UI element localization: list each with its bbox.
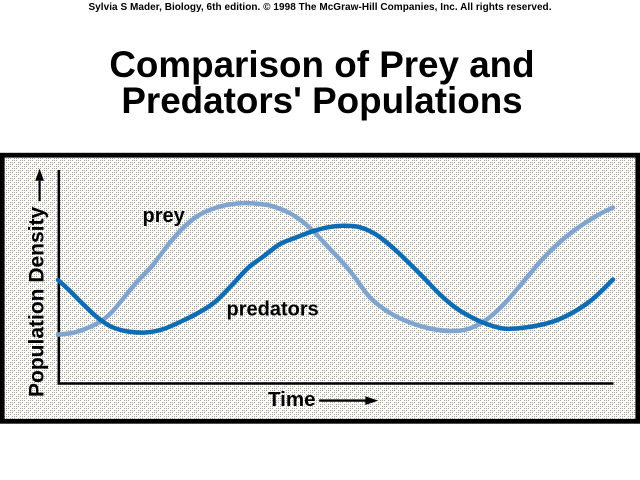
svg-text:predators: predators: [227, 298, 319, 320]
svg-text:Time: Time: [268, 388, 315, 411]
svg-text:Population Density: Population Density: [26, 207, 49, 398]
svg-text:prey: prey: [143, 205, 186, 227]
